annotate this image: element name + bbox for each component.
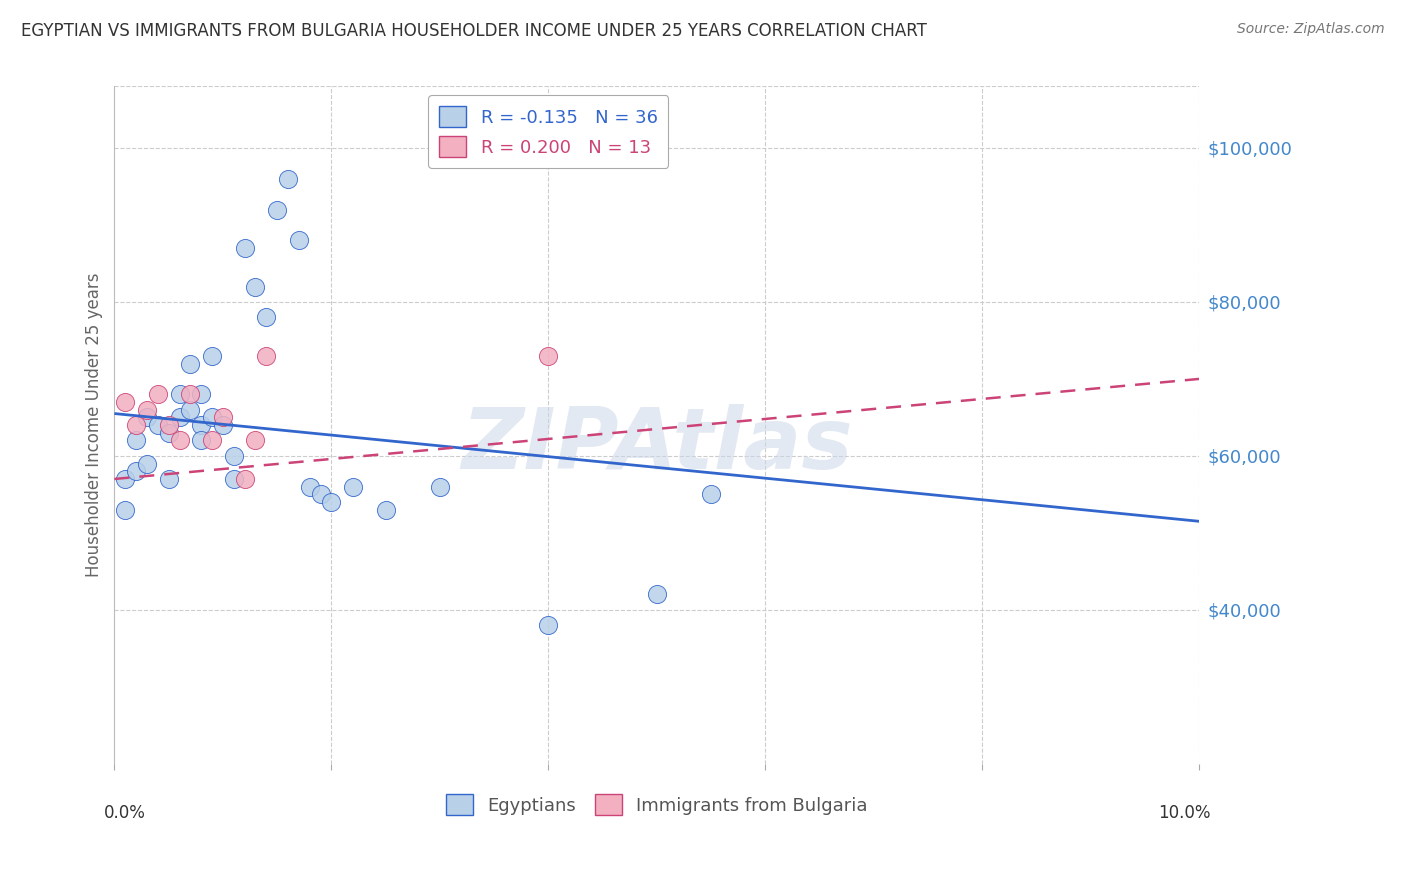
Text: EGYPTIAN VS IMMIGRANTS FROM BULGARIA HOUSEHOLDER INCOME UNDER 25 YEARS CORRELATI: EGYPTIAN VS IMMIGRANTS FROM BULGARIA HOU… xyxy=(21,22,927,40)
Legend: Egyptians, Immigrants from Bulgaria: Egyptians, Immigrants from Bulgaria xyxy=(439,788,875,822)
Egyptians xyxy=(190,387,212,401)
Immigrants from Bulgaria xyxy=(125,418,148,433)
Text: Source: ZipAtlas.com: Source: ZipAtlas.com xyxy=(1237,22,1385,37)
Immigrants from Bulgaria xyxy=(537,349,560,363)
Immigrants from Bulgaria xyxy=(212,410,235,425)
Egyptians xyxy=(190,434,212,448)
Egyptians xyxy=(277,171,299,186)
Egyptians xyxy=(201,349,224,363)
Immigrants from Bulgaria xyxy=(136,402,159,417)
Egyptians xyxy=(136,457,159,471)
Egyptians xyxy=(298,480,321,494)
Egyptians xyxy=(342,480,364,494)
Egyptians xyxy=(374,502,396,516)
Egyptians xyxy=(233,241,256,255)
Egyptians xyxy=(645,587,668,601)
Text: 10.0%: 10.0% xyxy=(1157,805,1211,822)
Egyptians xyxy=(179,402,201,417)
Egyptians xyxy=(309,487,332,501)
Y-axis label: Householder Income Under 25 years: Householder Income Under 25 years xyxy=(86,273,103,577)
Immigrants from Bulgaria xyxy=(114,395,136,409)
Immigrants from Bulgaria xyxy=(179,387,201,401)
Egyptians xyxy=(222,472,245,486)
Immigrants from Bulgaria xyxy=(157,418,180,433)
Egyptians xyxy=(254,310,277,325)
Immigrants from Bulgaria xyxy=(254,349,277,363)
Egyptians xyxy=(212,418,235,433)
Egyptians xyxy=(146,418,169,433)
Immigrants from Bulgaria xyxy=(169,434,191,448)
Egyptians xyxy=(157,425,180,440)
Egyptians xyxy=(157,472,180,486)
Egyptians xyxy=(125,434,148,448)
Egyptians xyxy=(201,410,224,425)
Egyptians xyxy=(179,357,201,371)
Immigrants from Bulgaria xyxy=(245,434,267,448)
Text: ZIPAtlas: ZIPAtlas xyxy=(461,404,852,487)
Immigrants from Bulgaria xyxy=(146,387,169,401)
Egyptians xyxy=(245,279,267,293)
Egyptians xyxy=(114,472,136,486)
Immigrants from Bulgaria xyxy=(233,472,256,486)
Egyptians xyxy=(266,202,288,217)
Egyptians xyxy=(537,618,560,632)
Text: 0.0%: 0.0% xyxy=(104,805,145,822)
Egyptians xyxy=(429,480,451,494)
Egyptians xyxy=(169,410,191,425)
Egyptians xyxy=(321,495,343,509)
Egyptians xyxy=(222,449,245,463)
Egyptians xyxy=(700,487,723,501)
Egyptians xyxy=(288,233,311,247)
Immigrants from Bulgaria xyxy=(201,434,224,448)
Egyptians xyxy=(114,502,136,516)
Egyptians xyxy=(190,418,212,433)
Egyptians xyxy=(125,464,148,478)
Egyptians xyxy=(136,410,159,425)
Egyptians xyxy=(169,387,191,401)
